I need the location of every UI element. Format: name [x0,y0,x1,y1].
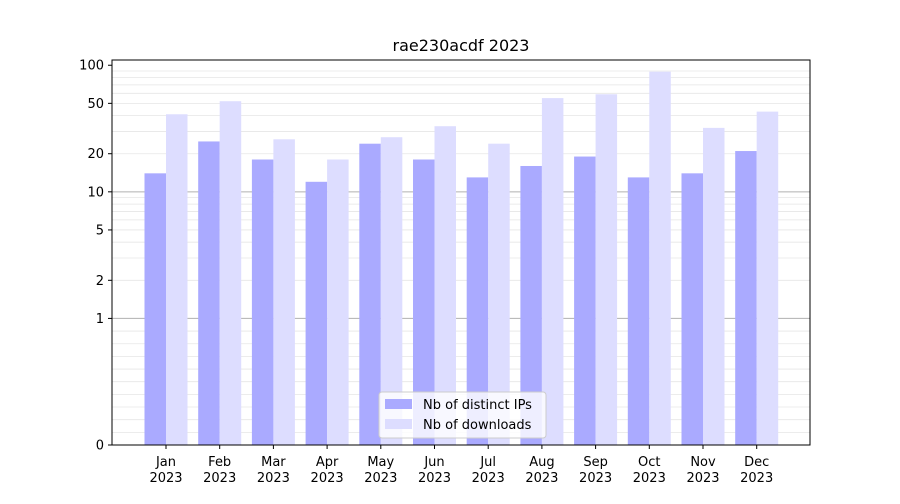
x-tick-label-line: 2023 [472,471,505,486]
bar-ips [251,159,274,445]
bar-ips [735,151,757,445]
x-tick-label: Dec 2023 [740,455,773,486]
x-tick-label: Mar 2023 [257,455,290,486]
legend-swatch [385,399,412,409]
x-tick-label-line: Mar [261,455,286,470]
plot-frame [111,59,811,446]
y-tick-label: 50 [87,97,104,112]
x-tick-label-line: 2023 [149,471,182,486]
bar-downloads [488,143,510,445]
x-tick-label-line: 2023 [257,471,290,486]
bar-ips [305,181,328,445]
x-tick-label-line: 2023 [525,471,558,486]
x-tick-label: Apr 2023 [311,455,344,486]
chart-title: rae230acdf 2023 [393,36,530,55]
bar-ips [627,177,650,446]
y-tick-label: 10 [87,185,104,200]
x-tick-label: Nov 2023 [686,455,719,486]
x-tick-label: May 2023 [364,455,397,486]
x-tick-label-line: 2023 [633,471,666,486]
bar-downloads [703,127,725,445]
bar-downloads [273,139,295,445]
bar-downloads [434,126,456,446]
x-tick-label-line: Nov [690,455,716,470]
x-tick-label-line: Sep [583,455,608,470]
x-tick-label-line: 2023 [364,471,397,486]
bar-downloads [595,94,618,446]
bar-ips [359,143,381,445]
bar-downloads [219,101,242,446]
x-tick-label-line: May [367,455,394,470]
y-tick-label: 5 [96,223,104,238]
x-tick-label: Jul 2023 [472,455,505,486]
x-tick-label-line: Apr [316,455,339,470]
y-tick-label: 2 [96,274,104,289]
bar-ips [144,173,166,445]
x-tick-label-line: Jul [479,455,496,470]
bar-downloads [380,137,403,446]
x-tick-label: Feb 2023 [203,455,236,486]
x-tick-label: Jun 2023 [418,455,451,486]
x-tick-label-line: Oct [638,455,660,470]
legend: Nb of distinct IPs Nb of downloads [378,391,547,439]
bar-downloads [756,111,779,445]
bar-ips [681,173,703,445]
x-tick-label-line: Jun [423,455,444,470]
bar-ips [574,156,596,446]
bar-ips [466,177,489,446]
x-tick-label-line: Aug [529,455,554,470]
y-axis: 0 1 2 5 10 20 50 100 [79,59,112,454]
x-tick-label: Aug 2023 [525,455,558,486]
bar-downloads [166,114,188,445]
x-tick-label-line: 2023 [203,471,236,486]
y-tick-label: 20 [87,147,104,162]
x-tick-label: Jan 2023 [149,455,182,486]
bar-downloads [649,71,671,446]
x-tick-label-line: 2023 [311,471,344,486]
x-tick-label-line: 2023 [686,471,719,486]
y-tick-label: 0 [96,439,104,454]
x-tick-label: Oct 2023 [633,455,666,486]
x-tick-label-line: Dec [744,455,769,470]
legend-label: Nb of distinct IPs [423,398,532,413]
bars [144,71,779,446]
y-tick-label: 1 [96,312,104,327]
x-tick-label-line: 2023 [418,471,451,486]
legend-label: Nb of downloads [423,418,532,433]
bar-downloads [327,159,349,445]
y-tick-label: 100 [79,59,104,74]
x-tick-label-line: Feb [208,455,231,470]
legend-box [378,391,547,439]
bar-ips [413,159,435,445]
x-tick-label-line: 2023 [579,471,612,486]
bar-downloads [541,98,564,445]
x-tick-label-line: Jan [155,455,176,470]
legend-swatch [385,419,412,429]
x-tick-label: Sep 2023 [579,455,612,486]
x-tick-label-line: 2023 [740,471,773,486]
bar-ips [198,141,220,445]
bar-ips [520,165,542,446]
